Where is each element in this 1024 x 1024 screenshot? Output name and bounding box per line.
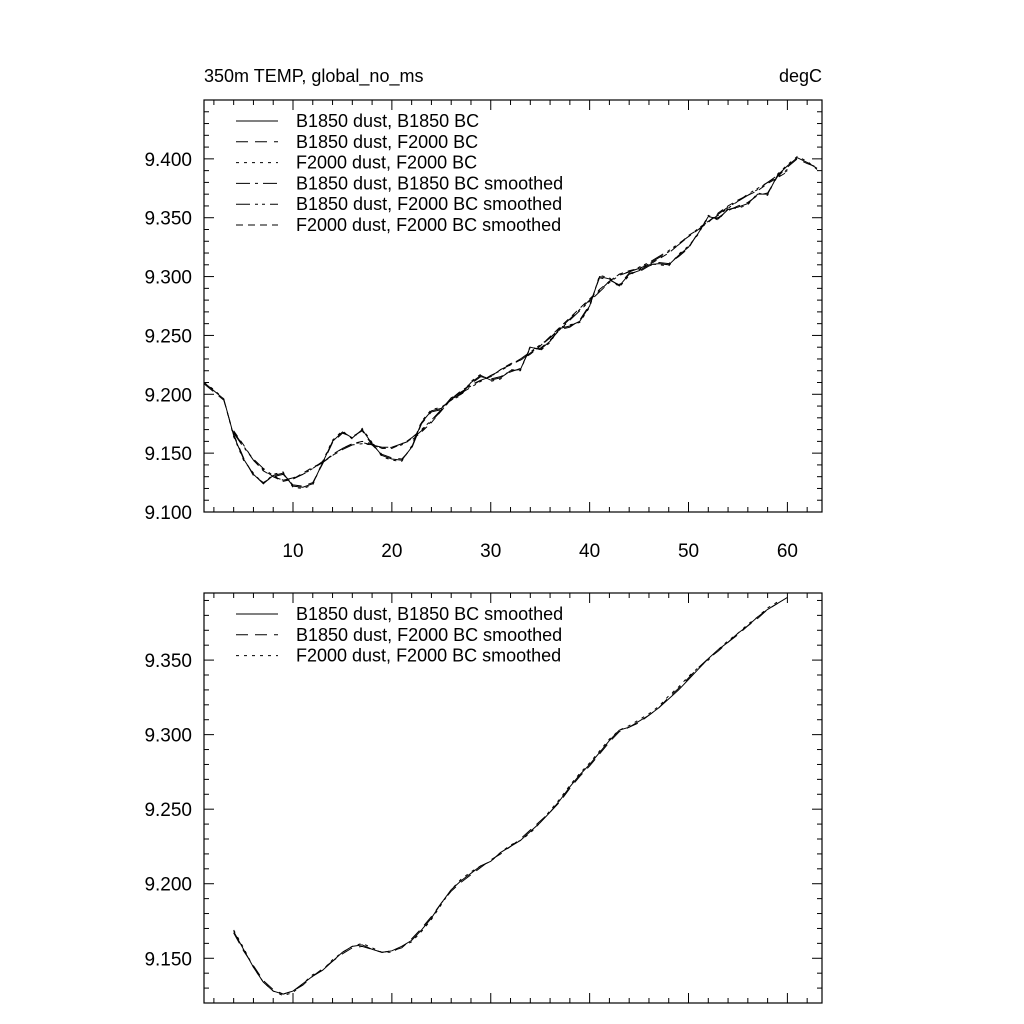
y-tick-label: 9.250: [144, 800, 192, 821]
y-tick-label: 9.300: [144, 726, 192, 747]
legend-label: B1850 dust, B1850 BC smoothed: [296, 604, 563, 624]
series-line-b1850-dust-f2000-bc-smoothed: [233, 603, 778, 995]
chart-title-units: degC: [779, 66, 822, 86]
x-tick-label: 50: [678, 541, 699, 562]
legend-label: B1850 dust, B1850 BC: [296, 111, 479, 131]
y-tick-label: 9.350: [144, 209, 192, 230]
series-line-f2000-dust-f2000-bc-smoothed: [233, 171, 788, 482]
bottom-chart-panel: 9.150 9.200 9.250 9.300 9.350 B1850 dust, B18…: [144, 592, 823, 1004]
legend-label: B1850 dust, F2000 BC smoothed: [296, 625, 562, 645]
x-tick-label: 30: [480, 541, 501, 562]
series-lines: [204, 155, 818, 489]
y-tick-label: 9.150: [144, 444, 192, 465]
y-tick-label: 9.300: [144, 268, 192, 289]
chart-title-left: 350m TEMP, global_no_ms: [204, 66, 423, 87]
y-tick-label: 9.350: [144, 651, 192, 672]
y-tick-label: 9.250: [144, 326, 192, 347]
series-line-b1850-dust-f2000-bc-smoothed: [233, 169, 788, 481]
legend-label: F2000 dust, F2000 BC smoothed: [296, 215, 561, 235]
y-tick-label: 9.200: [144, 875, 192, 896]
plot-frame: [203, 99, 823, 513]
plot-frame: [203, 592, 823, 1004]
series-line-f2000-dust-f2000-bc-smoothed: [233, 601, 778, 997]
y-tick-label: 9.400: [144, 150, 192, 171]
legend-label: B1850 dust, F2000 BC smoothed: [296, 194, 562, 214]
legend-label: B1850 dust, F2000 BC: [296, 132, 478, 152]
y-tick-label: 9.200: [144, 385, 192, 406]
series-lines: [233, 597, 788, 997]
x-tick-label: 60: [777, 541, 798, 562]
top-chart-panel: 350m TEMP, global_no_ms degC 10 20 30 40 50 6…: [144, 66, 823, 562]
y-tick-label: 9.100: [144, 503, 192, 524]
x-tick-label: 40: [579, 541, 600, 562]
x-tick-label: 10: [282, 541, 303, 562]
x-tick-label: 20: [381, 541, 402, 562]
y-tick-label: 9.150: [144, 949, 192, 970]
series-line-f2000-dust-f2000-bc: [204, 155, 818, 489]
legend-label: B1850 dust, B1850 BC smoothed: [296, 173, 563, 193]
legend-label: F2000 dust, F2000 BC: [296, 153, 477, 173]
legend-label: F2000 dust, F2000 BC smoothed: [296, 646, 561, 666]
